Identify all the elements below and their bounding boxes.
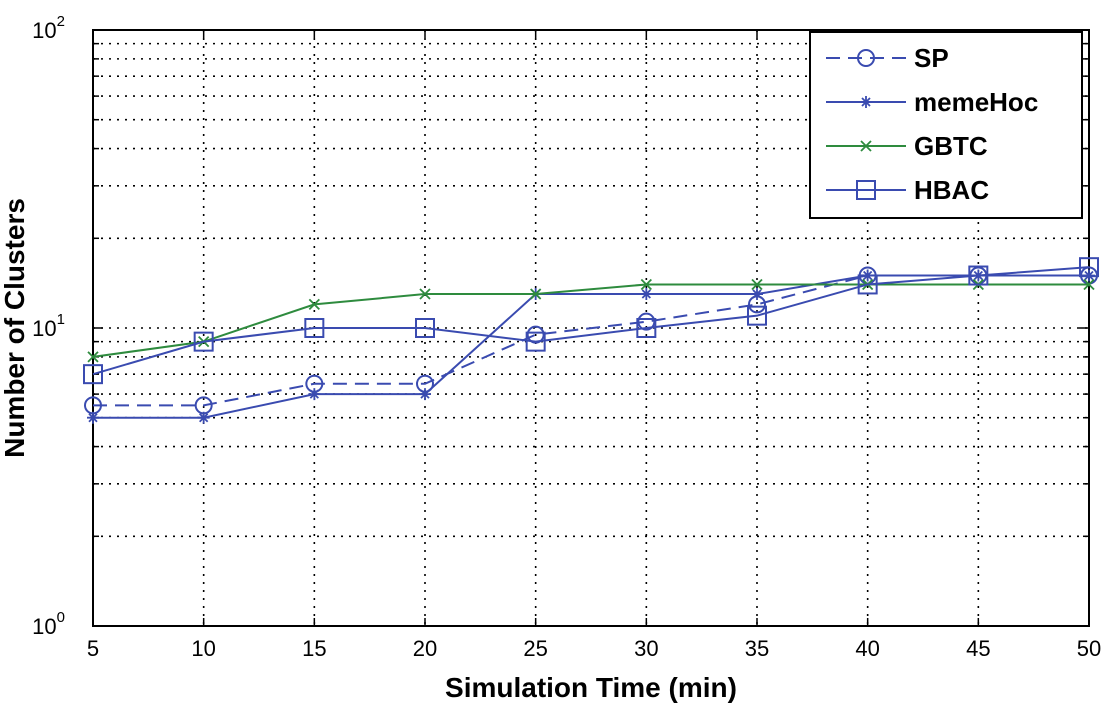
x-tick-label: 15: [302, 636, 326, 661]
legend-item-gbtc: GBTC: [826, 131, 988, 161]
data-point-hbac: [857, 274, 878, 295]
x-tick-label: 45: [966, 636, 990, 661]
data-point-hbac: [636, 318, 657, 338]
legend-label-sp: SP: [914, 43, 949, 73]
legend-label-gbtc: GBTC: [914, 131, 988, 161]
data-point-memehoc: [419, 388, 431, 401]
legend-box: [809, 31, 1083, 219]
series-group: [83, 257, 1099, 424]
x-tick-label: 40: [855, 636, 879, 661]
series-line-memehoc: [93, 274, 1089, 419]
data-point-memehoc: [87, 411, 99, 424]
legend-marker-sp: [857, 49, 875, 67]
data-point-gbtc: [308, 298, 320, 311]
x-tick-label: 5: [87, 636, 99, 661]
data-point-memehoc: [308, 388, 321, 401]
data-point-memehoc: [640, 288, 653, 301]
legend-item-memehoc: memeHoc: [826, 87, 1038, 117]
data-point-gbtc: [1083, 278, 1095, 291]
data-point-hbac: [1079, 257, 1099, 278]
data-point-hbac: [525, 331, 546, 352]
grid-lines: [93, 30, 1089, 626]
x-tick-label: 30: [634, 636, 658, 661]
data-point-hbac: [415, 318, 435, 338]
legend-marker-memehoc: [860, 96, 872, 108]
y-tick-label: 101: [32, 311, 65, 341]
data-point-hbac: [747, 305, 767, 326]
data-point-gbtc: [640, 278, 652, 291]
x-tick-label: 20: [413, 636, 437, 661]
y-tick-exponent: 0: [57, 609, 65, 626]
data-point-hbac: [968, 265, 989, 286]
data-point-gbtc: [419, 288, 431, 300]
x-tick-label: 50: [1077, 636, 1101, 661]
x-tick-label: 35: [745, 636, 769, 661]
data-point-gbtc: [87, 351, 99, 363]
data-point-memehoc: [197, 411, 210, 424]
legend-marker-hbac: [856, 180, 876, 200]
legend: SP memeHoc GBTC HBAC: [809, 31, 1083, 219]
legend-label-memehoc: memeHoc: [914, 87, 1038, 117]
data-point-hbac: [83, 364, 103, 385]
x-axis-title: Simulation Time (min): [445, 672, 737, 703]
y-tick-label: 100: [32, 609, 65, 639]
data-point-memehoc: [751, 288, 763, 301]
legend-item-hbac: HBAC: [826, 175, 989, 205]
legend-item-sp: SP: [826, 43, 949, 73]
legend-marker-gbtc: [860, 140, 872, 152]
x-tick-label: 25: [523, 636, 547, 661]
data-point-hbac: [304, 318, 325, 338]
y-axis-title: Number of Clusters: [0, 198, 30, 458]
y-tick-exponent: 2: [57, 13, 65, 30]
legend-label-hbac: HBAC: [914, 175, 989, 205]
data-point-gbtc: [530, 288, 542, 300]
y-tick-label: 102: [32, 13, 65, 43]
data-point-hbac: [193, 331, 214, 352]
data-point-gbtc: [751, 278, 763, 291]
series-line-hbac: [92, 266, 1090, 376]
y-tick-exponent: 1: [57, 311, 65, 328]
series-line-gbtc: [92, 283, 1089, 358]
x-tick-label: 10: [191, 636, 215, 661]
